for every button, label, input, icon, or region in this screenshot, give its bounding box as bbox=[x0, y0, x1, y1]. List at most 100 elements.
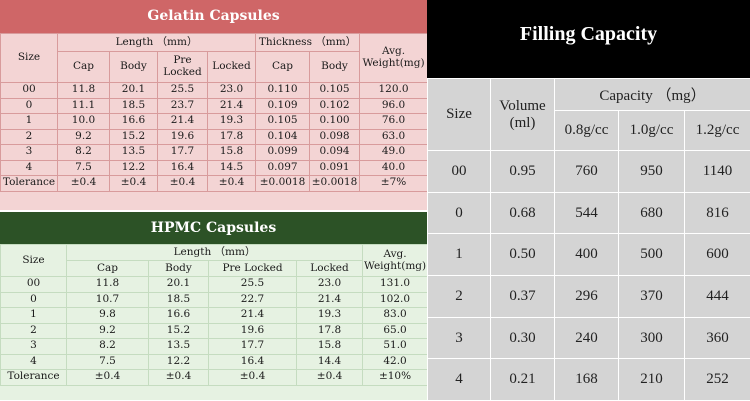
table-cell: 1 bbox=[1, 308, 67, 324]
table-cell: 11.8 bbox=[67, 277, 149, 293]
table-cell: 2 bbox=[428, 276, 491, 318]
table-cell: 102.0 bbox=[363, 292, 428, 308]
hpmc-locked-header: Locked bbox=[297, 261, 363, 277]
table-cell: 10.0 bbox=[58, 114, 110, 130]
table-cell: 19.6 bbox=[158, 129, 208, 145]
table-cell: 19.6 bbox=[209, 323, 297, 339]
table-cell: 370 bbox=[619, 276, 685, 318]
table-cell: 0.104 bbox=[256, 129, 310, 145]
table-cell: 00 bbox=[1, 83, 58, 99]
table-cell: 0 bbox=[1, 292, 67, 308]
table-cell: 76.0 bbox=[360, 114, 428, 130]
table-cell: 680 bbox=[619, 192, 685, 234]
table-cell: 0.098 bbox=[310, 129, 360, 145]
table-cell: 0.109 bbox=[256, 98, 310, 114]
hpmc-weight-line2: Weight(mg) bbox=[364, 260, 426, 272]
table-cell: 8.2 bbox=[58, 145, 110, 161]
gelatin-weight-line1: Avg. bbox=[382, 45, 405, 57]
gelatin-table: Size Length （mm） Thickness （mm） Avg. Wei… bbox=[0, 33, 428, 192]
table-cell: 10.7 bbox=[67, 292, 149, 308]
table-cell: 19.3 bbox=[297, 308, 363, 324]
table-cell: 15.8 bbox=[208, 145, 256, 161]
hpmc-capsules-panel: HPMC Capsules Size Length （mm） Avg. Weig… bbox=[0, 212, 427, 400]
filling-volume-header: Volume (ml) bbox=[491, 79, 555, 151]
table-cell: 950 bbox=[619, 151, 685, 193]
table-cell: 65.0 bbox=[363, 323, 428, 339]
table-cell: ±7% bbox=[360, 176, 428, 192]
gelatin-prelocked-header: Pre Locked bbox=[158, 52, 208, 83]
table-cell: 9.8 bbox=[67, 308, 149, 324]
table-cell: 15.8 bbox=[297, 339, 363, 355]
table-cell: 0.37 bbox=[491, 276, 555, 318]
table-cell: ±0.4 bbox=[209, 370, 297, 386]
table-cell: 0.097 bbox=[256, 160, 310, 176]
hpmc-size-header: Size bbox=[1, 245, 67, 277]
table-cell: 4 bbox=[1, 160, 58, 176]
gelatin-locked-header: Locked bbox=[208, 52, 256, 83]
hpmc-body-header: Body bbox=[149, 261, 209, 277]
table-cell: 00 bbox=[428, 151, 491, 193]
table-cell: 21.4 bbox=[297, 292, 363, 308]
table-cell: 17.8 bbox=[297, 323, 363, 339]
table-cell: 13.5 bbox=[110, 145, 158, 161]
table-cell: 20.1 bbox=[149, 277, 209, 293]
table-cell: 4 bbox=[428, 359, 491, 401]
table-cell: 16.4 bbox=[209, 354, 297, 370]
table-cell: 83.0 bbox=[363, 308, 428, 324]
gelatin-thickness-cap-header: Cap bbox=[256, 52, 310, 83]
gelatin-cap-header: Cap bbox=[58, 52, 110, 83]
table-cell: 0.091 bbox=[310, 160, 360, 176]
gelatin-weight-line2: Weight(mg) bbox=[362, 57, 424, 69]
table-cell: 252 bbox=[685, 359, 750, 401]
table-cell: 0.21 bbox=[491, 359, 555, 401]
table-cell: ±0.4 bbox=[110, 176, 158, 192]
table-cell: 13.5 bbox=[149, 339, 209, 355]
table-cell: 3 bbox=[1, 339, 67, 355]
hpmc-table: Size Length （mm） Avg. Weight(mg) Cap Bod… bbox=[0, 244, 428, 386]
table-cell: 500 bbox=[619, 234, 685, 276]
table-cell: 49.0 bbox=[360, 145, 428, 161]
filling-density-12-header: 1.2g/cc bbox=[685, 111, 750, 151]
table-cell: 11.1 bbox=[58, 98, 110, 114]
table-cell: 0 bbox=[428, 192, 491, 234]
hpmc-title: HPMC Capsules bbox=[0, 212, 427, 244]
table-cell: ±0.4 bbox=[67, 370, 149, 386]
table-cell: 96.0 bbox=[360, 98, 428, 114]
table-cell: ±0.0018 bbox=[256, 176, 310, 192]
filling-volume-line2: (ml) bbox=[510, 115, 536, 131]
table-cell: 14.5 bbox=[208, 160, 256, 176]
table-cell: 25.5 bbox=[158, 83, 208, 99]
table-cell: ±0.4 bbox=[158, 176, 208, 192]
table-cell: ±0.4 bbox=[297, 370, 363, 386]
filling-title: Filling Capacity bbox=[427, 0, 750, 78]
table-cell: 51.0 bbox=[363, 339, 428, 355]
table-cell: 20.1 bbox=[110, 83, 158, 99]
table-cell: 21.4 bbox=[208, 98, 256, 114]
table-cell: 42.0 bbox=[363, 354, 428, 370]
table-cell: 1 bbox=[428, 234, 491, 276]
hpmc-prelocked-header: Pre Locked bbox=[209, 261, 297, 277]
table-cell: 300 bbox=[619, 317, 685, 359]
table-cell: 00 bbox=[1, 277, 67, 293]
table-cell: 400 bbox=[555, 234, 619, 276]
table-cell: 23.7 bbox=[158, 98, 208, 114]
filling-capacity-header: Capacity （mg） bbox=[555, 79, 750, 111]
hpmc-weight-header: Avg. Weight(mg) bbox=[363, 245, 428, 277]
table-cell: 210 bbox=[619, 359, 685, 401]
table-cell: 168 bbox=[555, 359, 619, 401]
table-cell: 40.0 bbox=[360, 160, 428, 176]
table-cell: 0.094 bbox=[310, 145, 360, 161]
filling-size-header: Size bbox=[428, 79, 491, 151]
tolerance-row: Tolerance±0.4±0.4±0.4±0.4±0.0018±0.0018±… bbox=[1, 176, 428, 192]
